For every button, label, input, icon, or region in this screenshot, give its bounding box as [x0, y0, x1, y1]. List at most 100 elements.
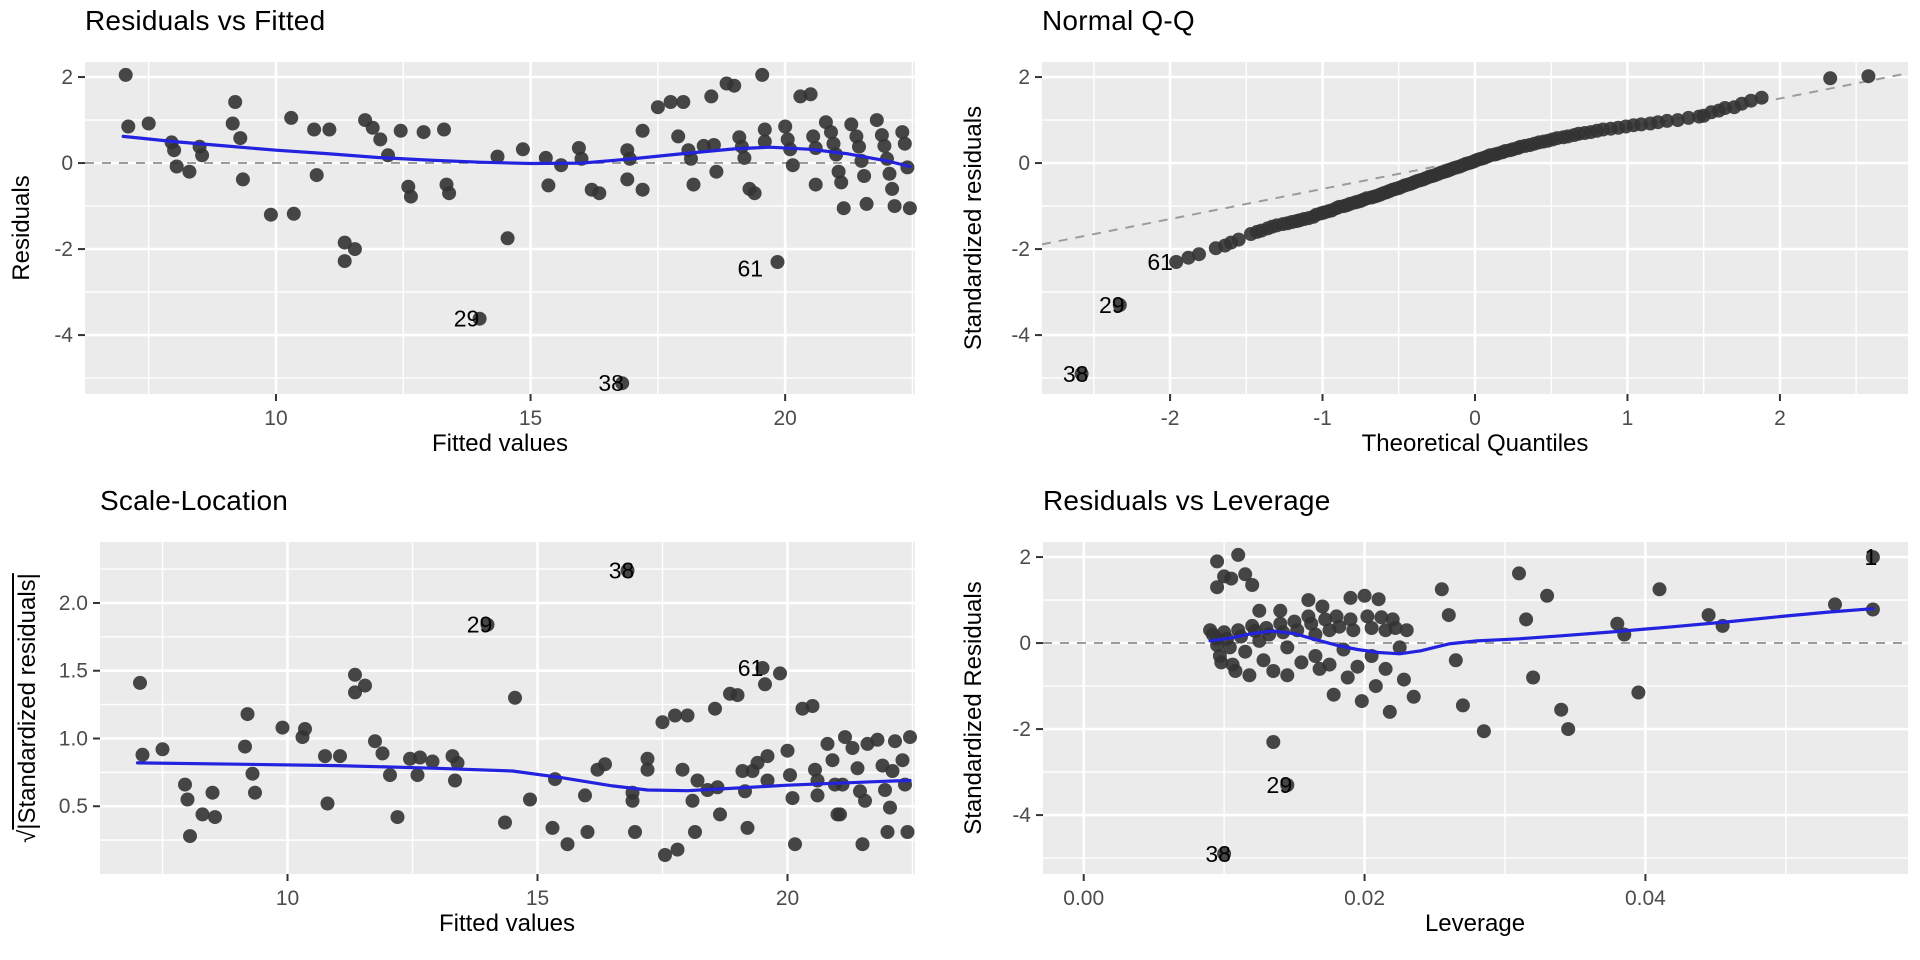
data-point: [850, 761, 865, 776]
plot-svg: 10 15 20 2.0 1.5 1.0 0.5 38 29 61: [59, 542, 917, 910]
data-point: [383, 768, 397, 783]
grid-minor: [1043, 542, 1908, 874]
data-point: [1217, 846, 1232, 861]
data-point: [803, 87, 818, 102]
data-point: [783, 768, 797, 783]
data-point: [684, 151, 698, 166]
data-point: [1360, 609, 1375, 624]
x-axis-title: Theoretical Quantiles: [1361, 430, 1589, 457]
x-tick-label: 20: [773, 407, 796, 430]
data-point: [284, 110, 299, 125]
data-point: [1364, 621, 1379, 635]
data-point: [1512, 566, 1526, 581]
data-point: [1861, 69, 1876, 84]
data-point: [1280, 640, 1295, 655]
x-tick-label: 0.00: [1063, 887, 1104, 910]
x-tick-label: 15: [526, 887, 549, 910]
data-point: [1308, 649, 1323, 663]
data-point: [298, 722, 312, 736]
data-point: [538, 150, 553, 165]
y-tick-label: 2: [1019, 546, 1031, 569]
data-point: [704, 89, 719, 104]
x-tick-label: 0: [1469, 407, 1481, 430]
data-point: [1242, 668, 1257, 683]
data-point: [318, 749, 332, 764]
data-point: [167, 143, 182, 158]
data-point: [785, 158, 800, 173]
plot-area: -2 -1 0 1 2 2 0 -2 -4 61 29 38: [960, 0, 1920, 480]
y-tick-label: 2: [1018, 66, 1030, 89]
plot-area: 0.00 0.02 0.04 2 0 -2 -4 29 38 1: [960, 480, 1920, 960]
point-labels: 38 29 61: [467, 557, 764, 681]
data-point: [393, 123, 408, 138]
axis-ticks: 0.00 0.02 0.04 2 0 -2 -4: [1012, 546, 1666, 910]
data-point: [348, 667, 362, 682]
data-point: [737, 150, 752, 165]
outlier-label: 38: [598, 370, 624, 396]
data-point: [578, 788, 592, 803]
outlier-label: 1: [1864, 544, 1877, 570]
data-point: [450, 755, 465, 770]
data-point: [1228, 664, 1243, 678]
data-point: [885, 764, 900, 778]
data-point: [757, 134, 772, 149]
data-point: [760, 749, 775, 764]
data-point: [897, 136, 912, 151]
plot-svg: 0.00 0.02 0.04 2 0 -2 -4 29 38 1: [1012, 542, 1908, 910]
grid-major: [1042, 62, 1908, 394]
data-point: [1354, 694, 1369, 709]
data-point: [1340, 670, 1355, 685]
data-point: [635, 123, 650, 138]
data-point: [169, 159, 184, 174]
plot-svg: -2 -1 0 1 2 2 0 -2 -4 61 29 38: [1011, 62, 1909, 430]
data-point: [1315, 599, 1330, 614]
data-point: [1214, 655, 1229, 670]
data-point: [878, 783, 892, 797]
data-point: [554, 158, 569, 173]
data-point: [1343, 590, 1358, 605]
data-point: [615, 376, 630, 391]
data-point: [1224, 571, 1239, 586]
data-point: [1245, 578, 1260, 592]
data-point: [1280, 778, 1295, 792]
data-point: [235, 172, 250, 187]
x-tick-label: 10: [276, 887, 299, 910]
y-axis-title: √|Standardized residuals|: [14, 573, 41, 843]
data-point: [650, 100, 665, 115]
data-point: [425, 754, 440, 769]
data-point: [1406, 689, 1421, 704]
data-point: [580, 825, 595, 839]
data-point: [472, 311, 487, 326]
data-point: [670, 842, 685, 857]
data-point: [1865, 550, 1880, 565]
data-point: [480, 617, 495, 632]
data-point: [640, 751, 655, 766]
data-point: [750, 755, 765, 770]
data-point: [228, 95, 243, 109]
data-point: [671, 129, 686, 144]
data-point: [240, 707, 255, 722]
data-point: [1266, 664, 1281, 678]
point-labels: 29 38 1: [1205, 544, 1877, 867]
y-tick-label: -4: [54, 324, 73, 347]
y-tick-label: 2.0: [59, 592, 88, 615]
data-point: [205, 785, 220, 800]
data-point: [686, 177, 701, 192]
smooth-line: [121, 134, 912, 169]
panel-title: Normal Q-Q: [1042, 5, 1195, 36]
data-point: [708, 701, 722, 716]
data-point: [900, 825, 915, 839]
data-point: [658, 848, 672, 862]
data-point: [1434, 582, 1449, 597]
data-point: [757, 122, 772, 137]
data-point: [248, 785, 262, 800]
data-point: [620, 172, 635, 187]
data-point: [358, 678, 372, 693]
y-tick-label: 0: [1019, 632, 1031, 655]
data-point: [118, 67, 133, 82]
data-point: [155, 742, 170, 757]
point-labels: 61 29 38: [1063, 249, 1173, 387]
panel-title: Scale-Location: [100, 485, 289, 516]
data-point: [1222, 640, 1237, 655]
data-point: [1210, 554, 1225, 569]
